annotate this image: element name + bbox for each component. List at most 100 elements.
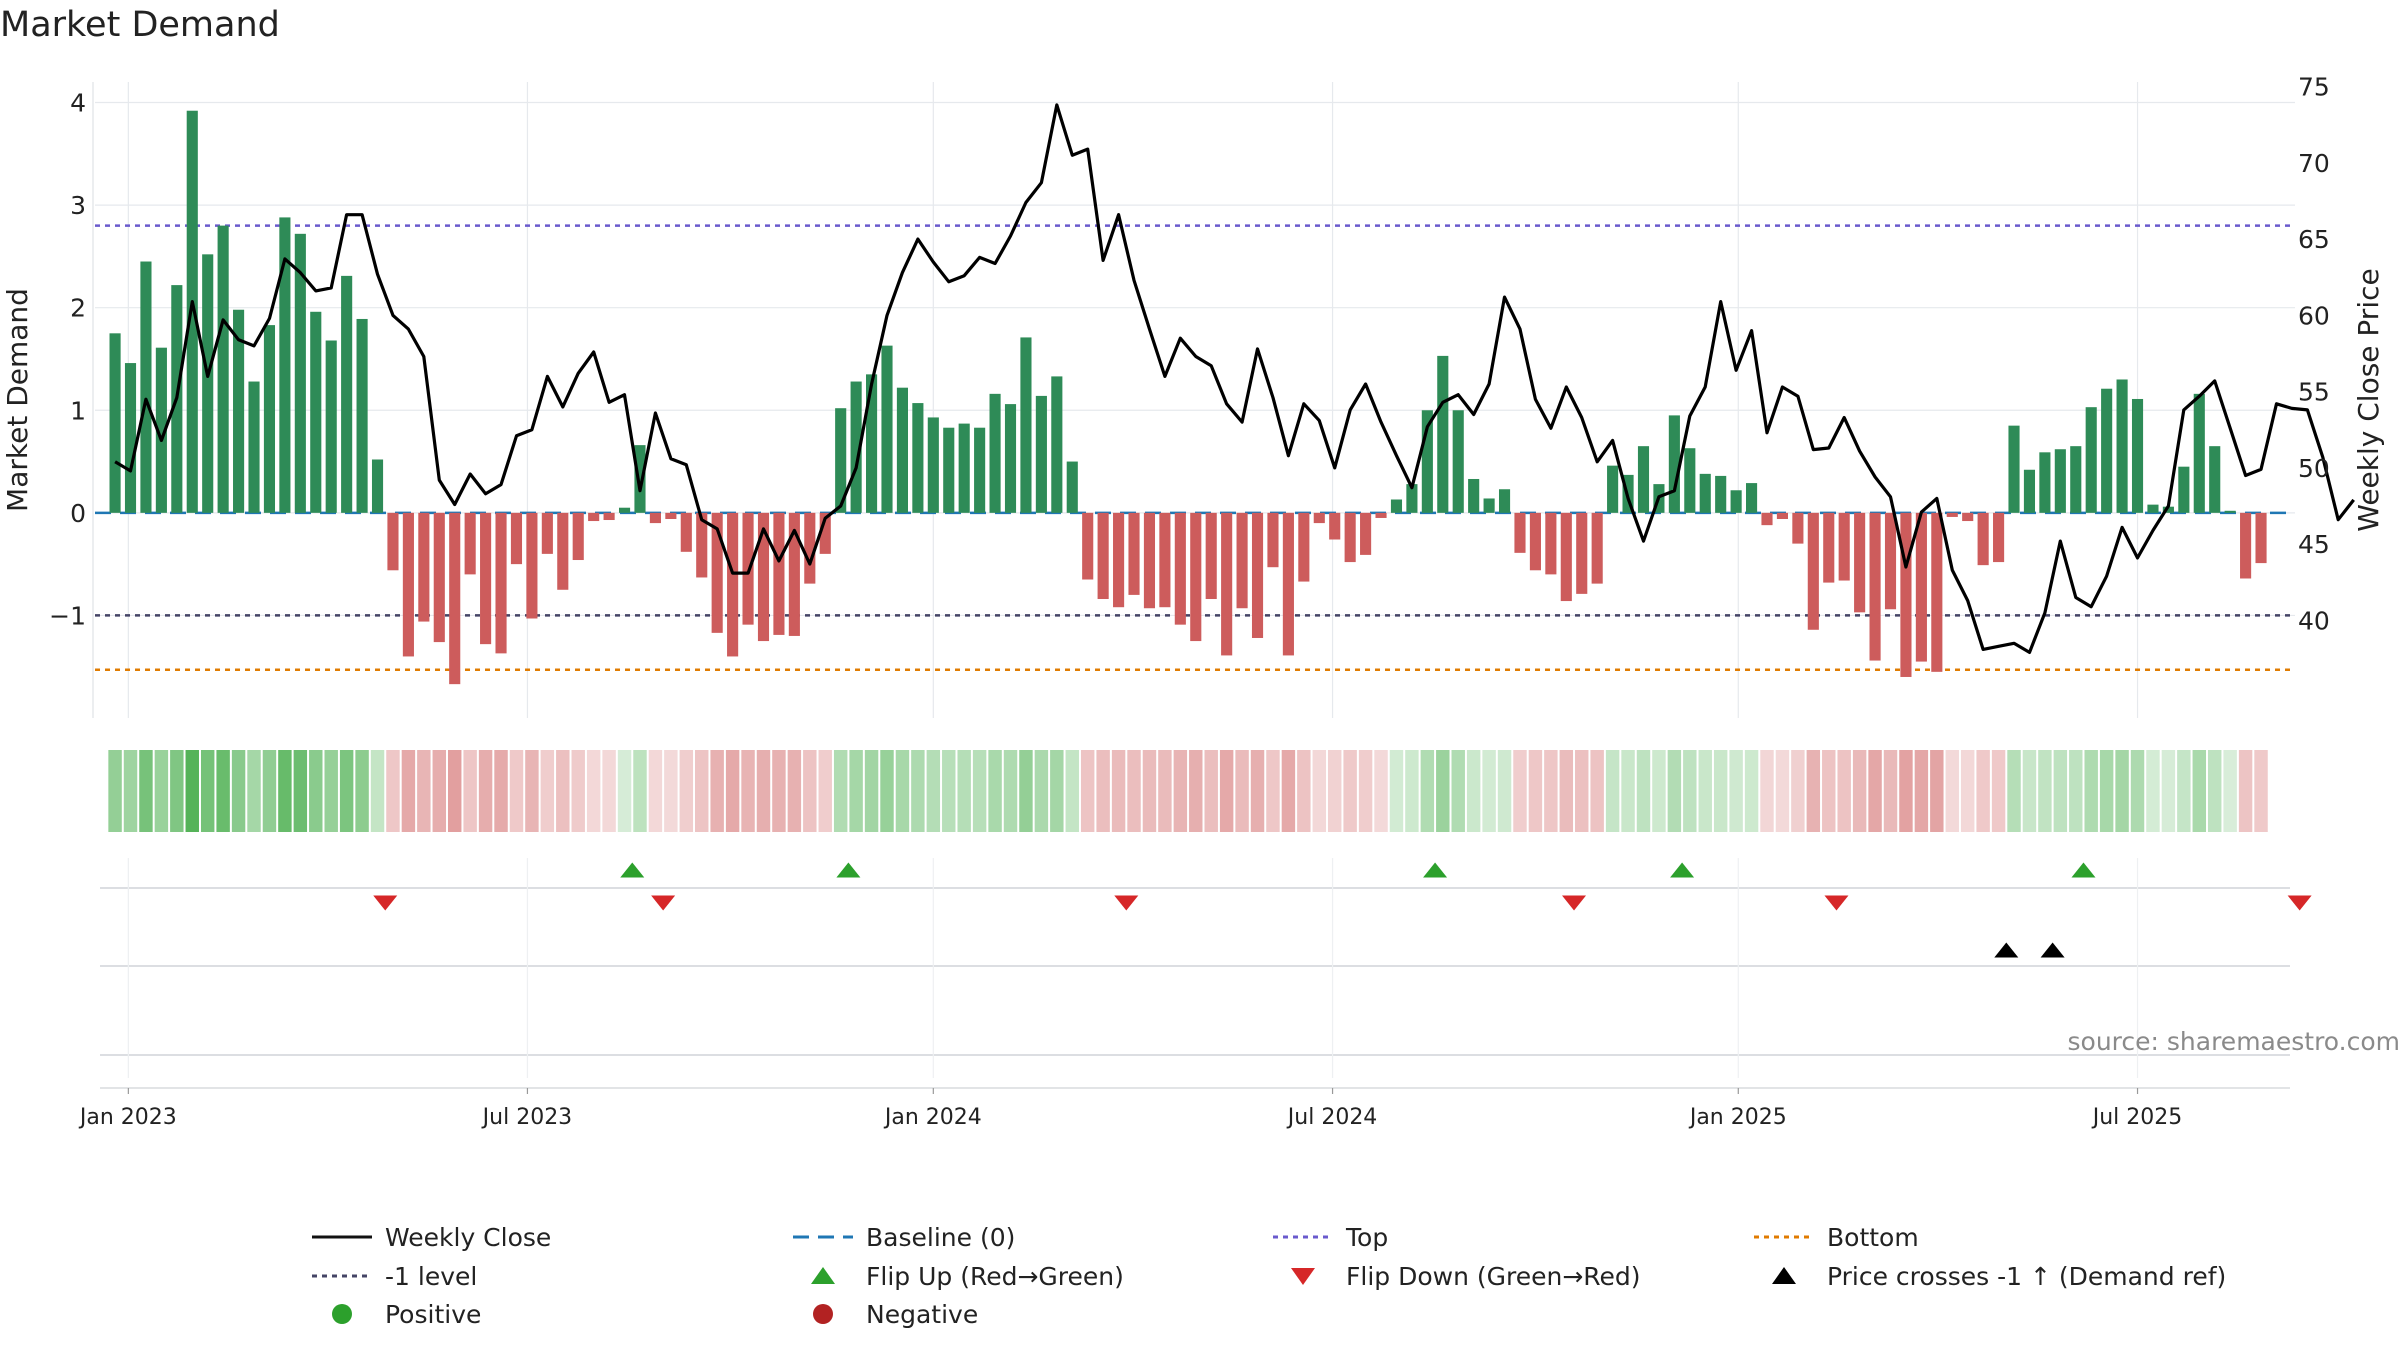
- flip-down-marker: [651, 895, 676, 911]
- strip-cell: [1791, 750, 1805, 832]
- strip-cell: [1914, 750, 1929, 832]
- demand-bar: [248, 381, 260, 513]
- demand-bar: [1468, 478, 1480, 513]
- legend-label: -1 level: [385, 1262, 477, 1291]
- y-tick-label: 4: [70, 89, 86, 118]
- demand-bar: [2224, 510, 2236, 513]
- demand-bar: [1807, 512, 1819, 630]
- strip-cell: [2069, 750, 2083, 832]
- demand-bar: [2054, 449, 2066, 513]
- strip-cell: [1683, 750, 1697, 832]
- strip-cell: [2238, 750, 2253, 832]
- demand-bar: [912, 403, 924, 513]
- demand-bar: [310, 311, 322, 513]
- demand-bar: [124, 363, 137, 513]
- demand-bar: [2193, 393, 2205, 513]
- demand-bar: [510, 512, 523, 565]
- strip-cell: [988, 750, 1002, 832]
- strip-cell: [1343, 750, 1357, 832]
- strip-cell: [1605, 750, 1620, 832]
- demand-bar: [356, 318, 368, 513]
- demand-bar: [449, 512, 461, 685]
- demand-bar: [1174, 512, 1186, 625]
- legend-label: Bottom: [1827, 1223, 1919, 1252]
- demand-bar: [1128, 512, 1140, 595]
- demand-bar: [603, 512, 615, 521]
- demand-bar: [649, 512, 661, 524]
- demand-bar: [1761, 512, 1773, 526]
- weekly-close-series: [114, 103, 2355, 655]
- strip-cell: [1436, 750, 1450, 832]
- strip-cell: [293, 750, 308, 832]
- demand-bar: [263, 325, 276, 513]
- strip-cell: [1158, 750, 1172, 832]
- demand-bar: [1020, 337, 1032, 513]
- legend-label: Baseline (0): [866, 1223, 1015, 1252]
- demand-bar: [480, 512, 492, 645]
- flip-down-marker: [373, 895, 398, 911]
- demand-bar: [1498, 489, 1511, 513]
- strip-cell: [818, 750, 832, 832]
- demand-bar: [1931, 512, 1943, 672]
- strip-cell: [926, 750, 941, 832]
- demand-bar: [634, 445, 646, 513]
- strip-cell: [1219, 750, 1234, 832]
- demand-bar: [1298, 512, 1310, 582]
- demand-bars: [109, 110, 2267, 685]
- flip-up-marker: [2071, 862, 2096, 878]
- demand-bar: [1082, 512, 1094, 580]
- strip-cell: [1173, 750, 1188, 832]
- y-tick-label: 0: [70, 499, 86, 528]
- demand-bar: [202, 254, 214, 513]
- flip-up-marker: [836, 862, 861, 878]
- strip-cell: [324, 750, 338, 832]
- strip-cell: [309, 750, 323, 832]
- strip-cell: [1096, 750, 1110, 832]
- legend-label: Negative: [866, 1300, 978, 1329]
- y2-tick-label: 40: [2298, 606, 2330, 635]
- demand-bar: [1514, 512, 1526, 553]
- x-tick-label: Jan 2024: [883, 1105, 982, 1130]
- strip-cell: [216, 750, 230, 832]
- y-tick-label: 3: [70, 191, 86, 220]
- demand-bar: [896, 387, 908, 513]
- y2-tick-label: 65: [2298, 225, 2330, 254]
- legend-label: Flip Down (Green→Red): [1346, 1262, 1641, 1291]
- demand-bar: [1437, 355, 1449, 513]
- demand-bar: [618, 507, 631, 513]
- demand-bar: [1190, 512, 1202, 642]
- strip-cell: [1019, 750, 1033, 832]
- demand-bar: [773, 512, 785, 635]
- y-tick-label: 1: [70, 396, 86, 425]
- demand-bar: [526, 512, 538, 619]
- strip-cell: [1374, 750, 1388, 832]
- demand-bar: [2070, 446, 2082, 513]
- demand-bar: [402, 512, 414, 657]
- legend-swatch-dot: [332, 1304, 352, 1324]
- strip-cell: [1065, 750, 1079, 832]
- demand-bar: [2255, 512, 2267, 564]
- price-cross-marker: [2040, 942, 2065, 958]
- demand-bar: [804, 512, 816, 584]
- strip-cell: [2007, 750, 2021, 832]
- strip-cell: [2038, 750, 2052, 832]
- strip-cell: [2254, 750, 2268, 832]
- strip-cell: [478, 750, 493, 832]
- demand-bar: [1560, 512, 1572, 602]
- legend-item: Weekly Close: [312, 1223, 551, 1252]
- demand-bar: [1483, 498, 1495, 513]
- strip-cell: [556, 750, 570, 832]
- demand-bar: [1946, 512, 1958, 517]
- demand-bar: [1035, 395, 1047, 513]
- demand-bar: [1406, 484, 1418, 513]
- weekly-close-line: [114, 103, 2355, 655]
- strip-cell: [602, 750, 616, 832]
- demand-bar: [1637, 446, 1650, 513]
- main-grid: [95, 82, 2295, 718]
- strip-cell: [2022, 750, 2037, 832]
- strip-cell: [1050, 750, 1064, 832]
- demand-bar: [835, 408, 847, 513]
- flip-down-marker: [2287, 895, 2312, 911]
- demand-bar: [2101, 388, 2113, 513]
- demand-bar: [325, 340, 337, 513]
